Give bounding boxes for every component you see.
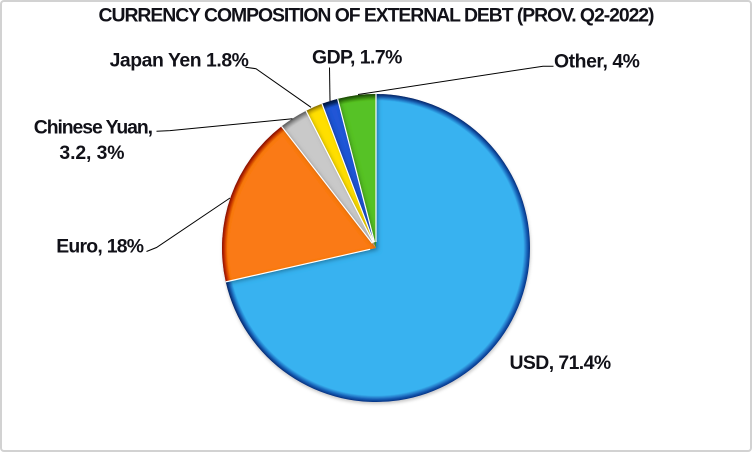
svg-text:USD, 71.4%: USD, 71.4% [510,352,611,374]
svg-text:Euro, 18%: Euro, 18% [56,236,144,258]
svg-text:Other, 4%: Other, 4% [554,50,640,72]
svg-text:Chinese Yuan,: Chinese Yuan, [34,117,153,139]
svg-text:3.2, 3%: 3.2, 3% [59,142,124,164]
svg-text:CURRENCY COMPOSITION OF EXTERN: CURRENCY COMPOSITION OF EXTERNAL DEBT (P… [99,5,654,27]
svg-text:Japan Yen 1.8%: Japan Yen 1.8% [110,50,249,72]
svg-text:GDP, 1.7%: GDP, 1.7% [312,46,402,68]
